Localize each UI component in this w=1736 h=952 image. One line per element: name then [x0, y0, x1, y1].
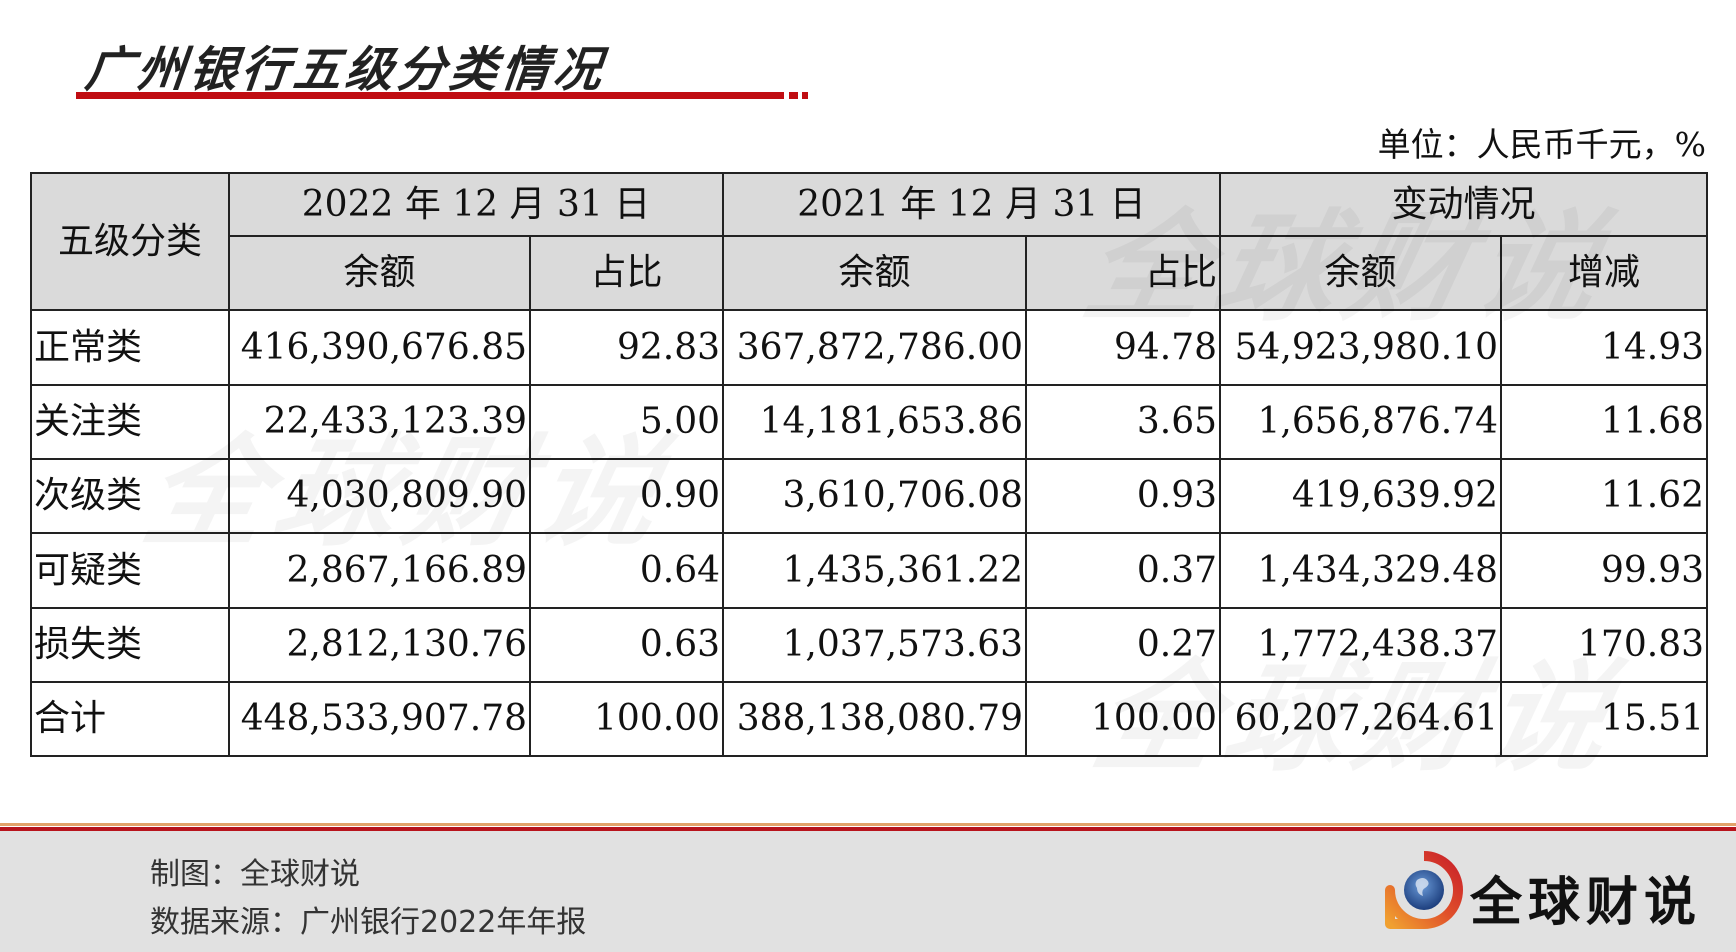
cell-balance-2021: 3,610,706.08	[722, 458, 1027, 534]
cell-balance-change: 419,639.92	[1219, 458, 1502, 534]
header-balance-2022: 余额	[228, 235, 531, 311]
header-category: 五级分类	[30, 172, 230, 311]
header-group-2021: 2021 年 12 月 31 日	[722, 172, 1221, 237]
cell-change-pct: 170.83	[1500, 607, 1708, 683]
cell-balance-2022: 22,433,123.39	[228, 384, 531, 460]
unit-label: 单位：人民币千元，%	[1377, 125, 1706, 164]
header-change-pct: 增减	[1500, 235, 1708, 311]
table-row: 损失类 2,812,130.76 0.63 1,037,573.63 0.27 …	[30, 607, 1708, 683]
cell-balance-2022: 2,867,166.89	[228, 532, 531, 609]
cell-change-pct: 14.93	[1500, 309, 1708, 386]
cell-share-2021: 0.93	[1025, 458, 1221, 534]
cell-balance-2022: 4,030,809.90	[228, 458, 531, 534]
cell-share-2021: 100.00	[1025, 681, 1221, 757]
cell-balance-change: 1,772,438.37	[1219, 607, 1502, 683]
title-underline-dot	[802, 92, 808, 99]
cell-balance-change: 1,656,876.74	[1219, 384, 1502, 460]
cell-share-2022: 100.00	[529, 681, 724, 757]
cell-balance-change: 60,207,264.61	[1219, 681, 1502, 757]
row-category: 损失类	[30, 607, 230, 683]
header-group-change: 变动情况	[1219, 172, 1708, 237]
table-row: 关注类 22,433,123.39 5.00 14,181,653.86 3.6…	[30, 384, 1708, 460]
footer-divider-orange	[0, 823, 1736, 826]
cell-share-2021: 0.27	[1025, 607, 1221, 683]
cell-share-2022: 5.00	[529, 384, 724, 460]
cell-share-2021: 3.65	[1025, 384, 1221, 460]
row-category: 次级类	[30, 458, 230, 534]
table-row: 次级类 4,030,809.90 0.90 3,610,706.08 0.93 …	[30, 458, 1708, 534]
globe-logo-icon	[1385, 851, 1463, 929]
header-balance-2021: 余额	[722, 235, 1027, 311]
cell-change-pct: 11.62	[1500, 458, 1708, 534]
cell-balance-2022: 448,533,907.78	[228, 681, 531, 757]
brand-name: 全球财说	[1470, 873, 1703, 933]
header-balance-change: 余额	[1219, 235, 1502, 311]
table-row: 正常类 416,390,676.85 92.83 367,872,786.00 …	[30, 309, 1708, 386]
cell-change-pct: 11.68	[1500, 384, 1708, 460]
cell-balance-2021: 367,872,786.00	[722, 309, 1027, 386]
footer-divider-red	[0, 827, 1736, 831]
row-category: 关注类	[30, 384, 230, 460]
cell-balance-2022: 2,812,130.76	[228, 607, 531, 683]
cell-change-pct: 15.51	[1500, 681, 1708, 757]
cell-balance-2021: 388,138,080.79	[722, 681, 1027, 757]
cell-share-2022: 0.63	[529, 607, 724, 683]
table-row: 可疑类 2,867,166.89 0.64 1,435,361.22 0.37 …	[30, 532, 1708, 609]
cell-balance-change: 1,434,329.48	[1219, 532, 1502, 609]
title-underline	[76, 92, 784, 99]
header-share-2022: 占比	[529, 235, 724, 311]
cell-balance-2021: 1,037,573.63	[722, 607, 1027, 683]
cell-balance-2021: 14,181,653.86	[722, 384, 1027, 460]
cell-share-2021: 94.78	[1025, 309, 1221, 386]
row-category: 合计	[30, 681, 230, 757]
data-source: 数据来源：广州银行2022年年报	[150, 905, 587, 940]
title-underline-dot	[789, 92, 798, 99]
cell-change-pct: 99.93	[1500, 532, 1708, 609]
cell-balance-2022: 416,390,676.85	[228, 309, 531, 386]
cell-share-2021: 0.37	[1025, 532, 1221, 609]
header-group-2022: 2022 年 12 月 31 日	[228, 172, 724, 237]
row-category: 可疑类	[30, 532, 230, 609]
chart-credit: 制图：全球财说	[150, 857, 360, 892]
cell-balance-change: 54,923,980.10	[1219, 309, 1502, 386]
cell-balance-2021: 1,435,361.22	[722, 532, 1027, 609]
cell-share-2022: 92.83	[529, 309, 724, 386]
header-share-2021: 占比	[1025, 235, 1221, 311]
page-title: 广州银行五级分类情况	[82, 42, 609, 98]
cell-share-2022: 0.64	[529, 532, 724, 609]
table-row-total: 合计 448,533,907.78 100.00 388,138,080.79 …	[30, 681, 1708, 757]
row-category: 正常类	[30, 309, 230, 386]
cell-share-2022: 0.90	[529, 458, 724, 534]
footer-band: 制图：全球财说 数据来源：广州银行2022年年报	[0, 831, 1736, 952]
classification-table: 五级分类 2022 年 12 月 31 日 2021 年 12 月 31 日 变…	[30, 172, 1708, 757]
